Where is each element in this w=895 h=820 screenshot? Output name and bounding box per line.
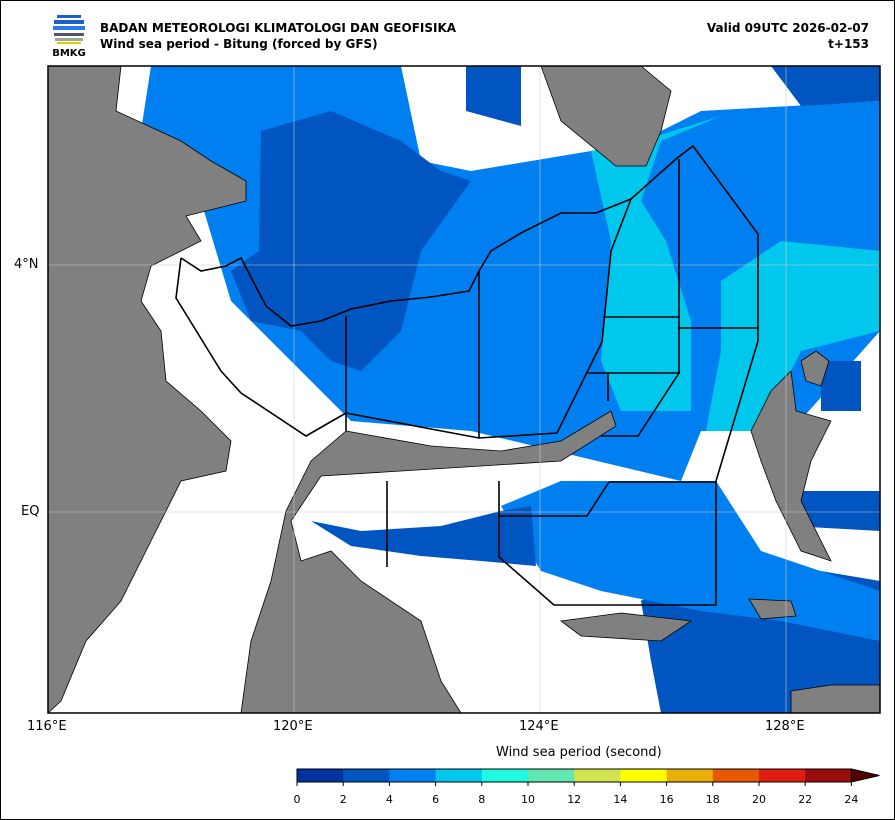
colorbar-swatch [297, 769, 344, 782]
land-morotai [800, 350, 830, 387]
sea-field-deep [231, 111, 471, 371]
land-mindanao [540, 66, 672, 167]
sea-field-deep-gulf [311, 506, 536, 566]
land-borneo [48, 66, 247, 713]
colorbar-swatch [759, 769, 806, 782]
colorbar-tick-label: 8 [478, 793, 486, 806]
land-east-sulawesi [559, 612, 693, 642]
bmkg-logo [53, 15, 85, 46]
x-tick-label: 124°E [519, 719, 559, 734]
x-tick-label: 128°E [765, 719, 805, 734]
sea-field-deep-n [466, 66, 521, 126]
sea-field-light-e [706, 241, 880, 431]
colorbar-tick-label: 16 [659, 793, 674, 806]
colorbar-title: Wind sea period (second) [496, 745, 662, 760]
colorbar-swatch [343, 769, 390, 782]
sea-field-deep-e [791, 491, 880, 531]
land-sula [748, 598, 797, 620]
domain-boundaries [175, 144, 759, 606]
colorbar-tick-label: 24 [844, 793, 859, 806]
colorbar-extend-arrow [850, 768, 880, 783]
lead-time: t+153 [828, 37, 869, 51]
valid-time: Valid 09UTC 2026-02-07 [706, 21, 869, 35]
colorbar-swatch [620, 769, 668, 782]
colorbar-tick-label: 0 [293, 793, 301, 806]
y-tick-label: EQ [21, 504, 40, 519]
land-sulawesi-south [790, 684, 880, 713]
logo-text: BMKG [52, 48, 86, 59]
colorbar-tick-label: 14 [613, 793, 628, 806]
x-tick-label: 120°E [273, 719, 313, 734]
map-panel [47, 65, 881, 714]
colorbar-tick-label: 2 [339, 793, 347, 806]
colorbar-swatch [389, 769, 437, 782]
colorbar-swatch [528, 769, 575, 782]
colorbar-tick-label: 12 [567, 793, 582, 806]
colorbar-swatch [481, 769, 529, 782]
colorbar-swatch [712, 769, 760, 782]
colorbar-tick-label: 4 [385, 793, 393, 806]
colorbar-tick-label: 22 [798, 793, 813, 806]
colorbar-swatch [666, 769, 714, 782]
colorbar-tick-label: 18 [705, 793, 720, 806]
colorbar-tick-label: 10 [521, 793, 535, 806]
colorbar-swatch [574, 769, 621, 782]
colorbar [296, 768, 880, 786]
sea-field-deep-ne [771, 66, 880, 106]
colorbar-swatch [435, 769, 483, 782]
colorbar-swatch [805, 769, 852, 782]
org-name: BADAN METEOROLOGI KLIMATOLOGI DAN GEOFIS… [100, 21, 457, 35]
chart-title: Wind sea period - Bitung (forced by GFS) [100, 37, 378, 51]
land-halmahera [750, 370, 832, 562]
colorbar-tick-label: 6 [432, 793, 440, 806]
sea-field-deep-e2 [821, 361, 861, 411]
colorbar-tick-label: 20 [752, 793, 766, 806]
sea-field-light [591, 116, 721, 411]
x-tick-label: 116°E [27, 719, 67, 734]
land-sulawesi [240, 410, 617, 713]
y-tick-label: 4°N [14, 257, 39, 272]
